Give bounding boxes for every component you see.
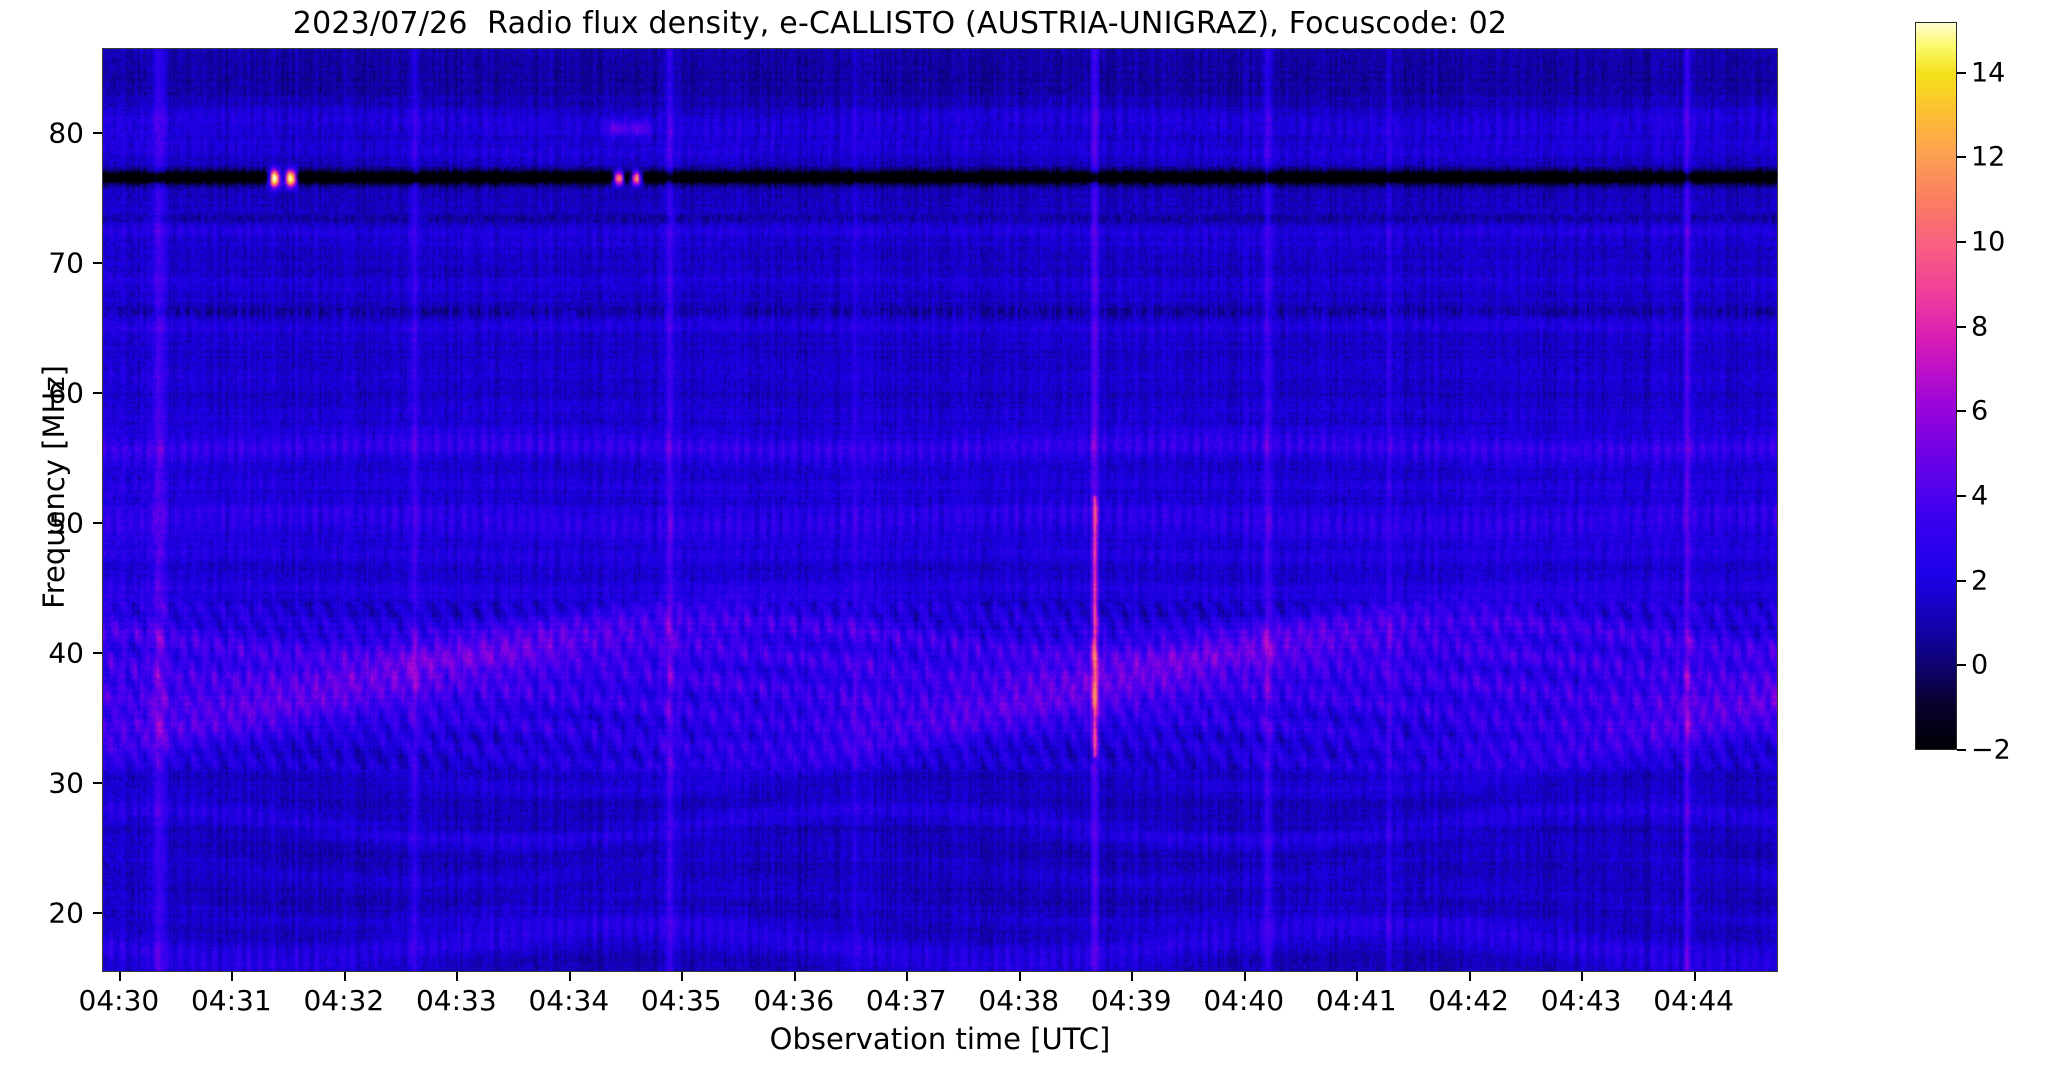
colorbar-tick-label: 8 — [1971, 311, 1989, 343]
y-tick-label: 20 — [48, 896, 84, 930]
x-tick-label: 04:42 — [1428, 984, 1509, 1017]
y-tick-label: 70 — [48, 246, 84, 280]
colorbar-tick-mark — [1957, 241, 1966, 244]
x-tick-mark — [681, 972, 684, 981]
colorbar-tick-mark — [1957, 664, 1966, 667]
x-tick-label: 04:38 — [978, 984, 1060, 1017]
colorbar-tick-mark — [1957, 749, 1966, 751]
x-tick-mark — [568, 972, 571, 981]
colorbar-tick-label: 6 — [1971, 395, 1989, 427]
colorbar-tick-mark — [1957, 156, 1966, 159]
x-tick-mark — [1581, 972, 1584, 981]
y-tick-label: 50 — [48, 506, 84, 540]
x-tick-label: 04:37 — [865, 984, 947, 1017]
spectrogram-plot-area — [102, 48, 1778, 972]
x-tick-label: 04:31 — [190, 984, 272, 1017]
colorbar-gradient — [1915, 22, 1957, 750]
spectrogram-image — [103, 49, 1777, 971]
x-tick-mark — [118, 972, 121, 981]
y-tick-label: 30 — [48, 766, 84, 800]
colorbar-tick-mark — [1957, 71, 1966, 74]
x-tick-label: 04:43 — [1540, 984, 1622, 1017]
x-tick-label: 04:36 — [753, 984, 835, 1017]
page-title: 2023/07/26 Radio flux density, e-CALLIST… — [292, 6, 1508, 41]
colorbar-tick-mark — [1957, 325, 1966, 328]
colorbar-tick-label: 4 — [1971, 480, 1989, 512]
x-tick-mark — [1356, 972, 1359, 981]
x-tick-label: 04:30 — [78, 984, 160, 1017]
x-tick-label: 04:44 — [1653, 984, 1734, 1017]
x-tick-mark — [1131, 972, 1134, 981]
x-tick-mark — [793, 972, 796, 981]
x-tick-label: 04:41 — [1315, 984, 1397, 1017]
x-tick-label: 04:40 — [1203, 984, 1285, 1017]
colorbar-tick-label: 12 — [1971, 141, 2006, 173]
x-tick-mark — [456, 972, 459, 981]
x-tick-label: 04:34 — [528, 984, 610, 1017]
x-tick-mark — [1693, 972, 1696, 981]
y-tick-mark — [93, 131, 102, 134]
colorbar-tick-mark — [1957, 495, 1966, 498]
y-tick-mark — [93, 261, 102, 264]
y-tick-mark — [93, 652, 102, 655]
colorbar-tick-label: −2 — [1971, 734, 2011, 766]
y-tick-mark — [93, 912, 102, 915]
colorbar-tick-mark — [1957, 579, 1966, 582]
x-tick-mark — [1243, 972, 1246, 981]
colorbar-tick-label: 0 — [1971, 649, 1989, 681]
x-tick-label: 04:39 — [1090, 984, 1172, 1017]
y-tick-label: 80 — [48, 116, 84, 150]
y-tick-label: 40 — [48, 636, 84, 670]
colorbar-tick-label: 10 — [1971, 226, 2006, 258]
x-tick-label: 04:33 — [415, 984, 497, 1017]
y-tick-mark — [93, 782, 102, 785]
x-axis-label: Observation time [UTC] — [769, 1022, 1111, 1056]
colorbar-tick-label: 2 — [1971, 565, 1989, 597]
x-tick-mark — [906, 972, 909, 981]
x-tick-mark — [343, 972, 346, 981]
x-tick-mark — [231, 972, 234, 981]
x-tick-mark — [1468, 972, 1471, 981]
colorbar-tick-mark — [1957, 410, 1966, 413]
y-tick-label: 60 — [48, 376, 84, 410]
x-tick-label: 04:35 — [640, 984, 722, 1017]
x-tick-mark — [1018, 972, 1021, 981]
y-tick-mark — [93, 522, 102, 524]
y-tick-mark — [93, 391, 102, 394]
colorbar: −2 0 2 4 6 8 10 12 14 — [1915, 22, 2011, 766]
colorbar-tick-label: 14 — [1971, 57, 2006, 89]
x-tick-label: 04:32 — [303, 984, 385, 1017]
